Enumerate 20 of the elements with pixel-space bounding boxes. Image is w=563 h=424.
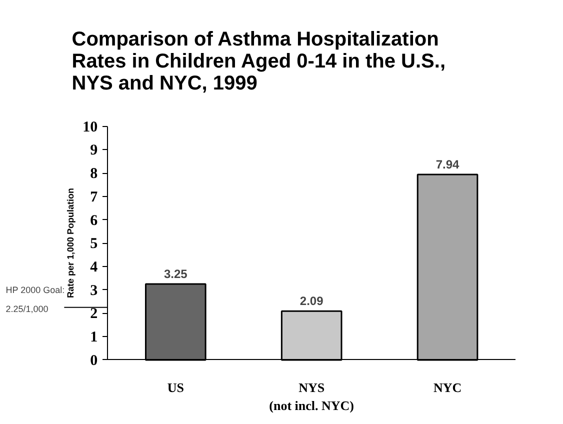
y-tick-label: 5 — [90, 236, 98, 252]
data-label: 2.09 — [300, 294, 324, 308]
y-tick-label: 6 — [90, 212, 98, 229]
y-tick-label: 4 — [90, 260, 98, 276]
y-tick-label: 3 — [90, 282, 98, 299]
y-tick-label: 9 — [90, 142, 98, 159]
y-tick-label: 1 — [90, 330, 98, 346]
y-tick-label: 2 — [90, 306, 98, 322]
x-tick-label: NYC — [433, 380, 462, 395]
y-tick-label: 7 — [90, 189, 98, 206]
data-label: 7.94 — [436, 157, 460, 172]
data-label: 3.25 — [164, 267, 188, 282]
chart-title: Comparison of Asthma Hospitalization Rates in Children Aged 0-14 in the U.S., NYS and NYC, 1999 — [72, 28, 446, 94]
x-tick-label: NYS (not incl. NYC) — [269, 380, 354, 413]
y-tick-label: 10 — [82, 119, 98, 136]
ref-line-label: HP 2000 Goal: 2.25/1,000 — [6, 284, 65, 314]
y-axis-title: Rate per 1,000 Population — [66, 188, 76, 298]
y-tick-label: 8 — [90, 166, 98, 182]
y-tick-label: 0 — [90, 352, 98, 369]
x-tick-label: US — [167, 380, 184, 395]
